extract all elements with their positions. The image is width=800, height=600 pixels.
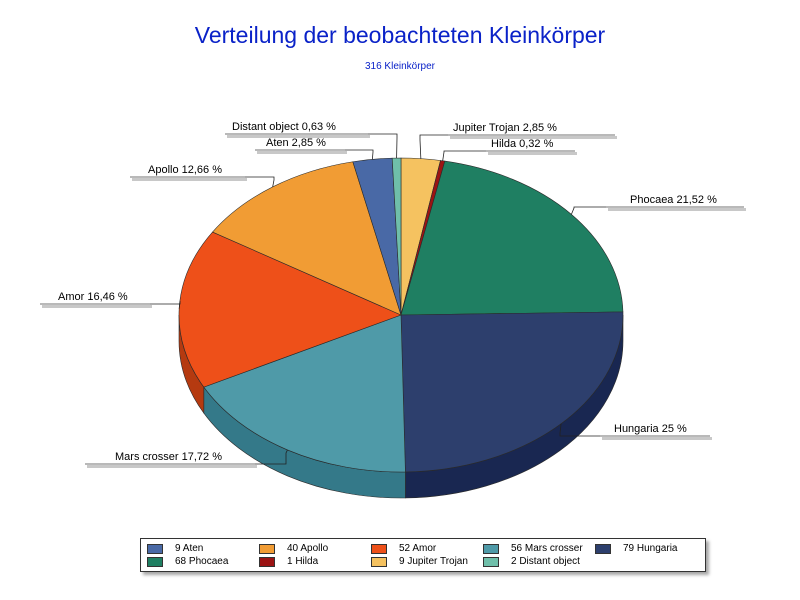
callout-shadow-amor bbox=[42, 305, 152, 308]
legend-label-hilda: 1 Hilda bbox=[287, 556, 319, 567]
data-label-distant-object: Distant object 0,63 % bbox=[232, 121, 336, 133]
callout-shadow-mars-crosser bbox=[87, 465, 257, 468]
legend-swatch-amor bbox=[371, 544, 387, 554]
legend-label-distant-object: 2 Distant object bbox=[511, 556, 580, 567]
legend-swatch-distant-object bbox=[483, 557, 499, 567]
legend-label-hungaria: 79 Hungaria bbox=[623, 543, 678, 554]
legend-label-apollo: 40 Apollo bbox=[287, 543, 329, 554]
legend-swatch-mars-crosser bbox=[483, 544, 499, 554]
data-label-amor: Amor 16,46 % bbox=[58, 291, 128, 303]
data-label-phocaea: Phocaea 21,52 % bbox=[630, 194, 717, 206]
callout-line-amor bbox=[150, 300, 181, 309]
legend-label-mars-crosser: 56 Mars crosser bbox=[511, 543, 583, 554]
chart-legend: 9 Aten 40 Apollo 52 Amor 56 Mars crosser 79 … bbox=[140, 538, 706, 572]
legend-label-jupiter-trojan: 9 Jupiter Trojan bbox=[399, 556, 468, 567]
data-label-hilda: Hilda 0,32 % bbox=[491, 138, 554, 150]
callout-shadow-hungaria bbox=[602, 437, 712, 440]
callout-line-hilda bbox=[442, 150, 486, 161]
pie-chart: Jupiter Trojan 2,85 % Hilda 0,32 % Phocaea… bbox=[40, 121, 746, 499]
legend-label-phocaea: 68 Phocaea bbox=[175, 556, 229, 567]
pie-slice-phocaea bbox=[400, 160, 624, 316]
callout-shadow-aten bbox=[257, 151, 347, 154]
chart-title: Verteilung der beobachteten Kleinkörper bbox=[194, 22, 606, 48]
callout-line-aten bbox=[345, 149, 374, 160]
data-label-jupiter-trojan: Jupiter Trojan 2,85 % bbox=[453, 122, 557, 134]
callout-shadow-distant-object bbox=[227, 135, 370, 138]
legend-swatch-aten bbox=[147, 544, 163, 554]
chart-subtitle: 316 Kleinkörper bbox=[364, 61, 436, 72]
callout-shadow-apollo bbox=[132, 178, 247, 181]
legend-label-amor: 52 Amor bbox=[399, 543, 437, 554]
data-label-mars-crosser: Mars crosser 17,72 % bbox=[115, 451, 222, 463]
callout-line-hungaria bbox=[559, 423, 600, 437]
callout-line-mars-crosser bbox=[255, 449, 288, 465]
legend-swatch-phocaea bbox=[147, 557, 163, 567]
callout-line-apollo bbox=[245, 176, 275, 187]
callout-shadow-hilda bbox=[488, 152, 577, 155]
data-label-apollo: Apollo 12,66 % bbox=[148, 164, 222, 176]
callout-shadow-phocaea bbox=[608, 208, 746, 211]
legend-swatch-jupiter-trojan bbox=[371, 557, 387, 567]
callout-shadow-jupiter-trojan bbox=[450, 136, 617, 139]
data-label-hungaria: Hungaria 25 % bbox=[614, 423, 687, 435]
callout-line-distant-object bbox=[368, 133, 398, 159]
pie-slice-hungaria bbox=[400, 311, 624, 473]
data-label-aten: Aten 2,85 % bbox=[266, 137, 326, 149]
legend-swatch-hungaria bbox=[595, 544, 611, 554]
pie-slice-apollo bbox=[212, 161, 402, 316]
callout-line-jupiter-trojan bbox=[419, 134, 448, 159]
legend-label-aten: 9 Aten bbox=[175, 543, 204, 554]
legend-swatch-hilda bbox=[259, 557, 275, 567]
legend-swatch-apollo bbox=[259, 544, 275, 554]
callout-line-phocaea bbox=[571, 206, 606, 215]
